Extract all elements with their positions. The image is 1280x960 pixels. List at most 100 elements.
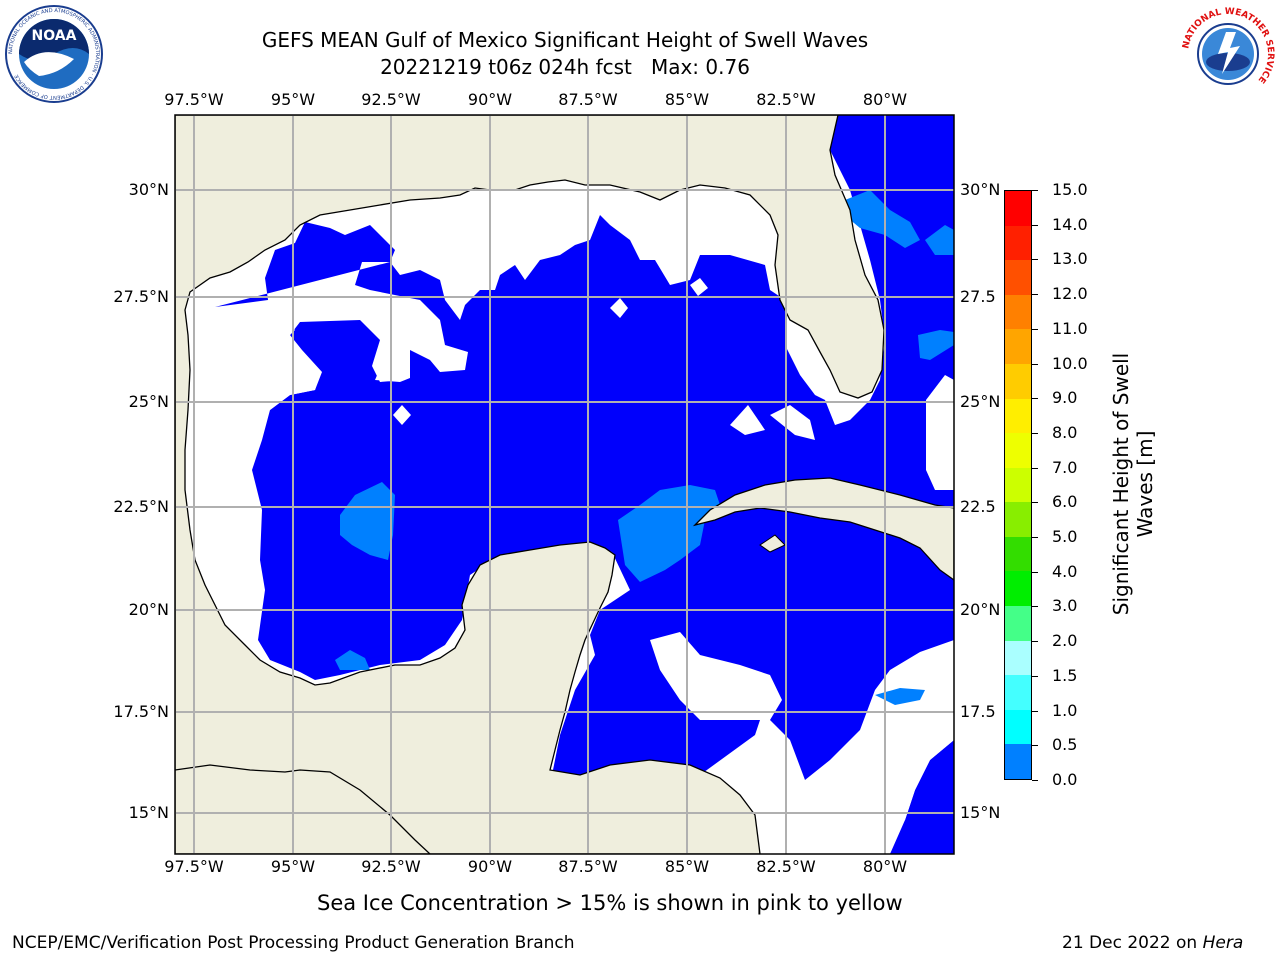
colorbar-segment	[1005, 606, 1031, 642]
colorbar-tick-label: 12.0	[1052, 284, 1088, 304]
colorbar-tick-mark	[1032, 432, 1038, 434]
colorbar-axis-label: Significant Height of Swell Waves [m]	[1109, 352, 1157, 616]
colorbar-tick-label: 1.5	[1052, 665, 1078, 685]
colorbar-tick-label: 2.0	[1052, 631, 1078, 651]
colorbar-tick-label: 0.5	[1052, 735, 1078, 755]
colorbar-tick-mark	[1032, 710, 1038, 712]
colorbar-tick-mark	[1032, 328, 1038, 330]
lon-tick-bottom: 82.5°W	[756, 857, 816, 876]
colorbar-tick-mark	[1032, 294, 1038, 296]
colorbar-tick-label: 0.0	[1052, 770, 1078, 789]
lon-tick-top: 80°W	[862, 90, 908, 109]
lat-tick-left: 30°N	[128, 180, 169, 199]
colorbar-segment	[1005, 398, 1031, 434]
lon-tick-bottom: 85°W	[664, 857, 710, 876]
colorbar-segment	[1005, 640, 1031, 676]
colorbar-tick-label: 5.0	[1052, 527, 1078, 547]
colorbar-segment	[1005, 329, 1031, 365]
lat-tick-left: 25°N	[128, 392, 169, 411]
colorbar-tick-label: 7.0	[1052, 457, 1078, 477]
lat-tick-left: 27.5°N	[113, 287, 169, 306]
lat-tick-right: 27.5	[960, 287, 996, 306]
graticule	[175, 115, 954, 854]
colorbar-segment	[1005, 536, 1031, 572]
colorbar-segment	[1005, 744, 1031, 780]
lon-tick-top: 85°W	[664, 90, 710, 109]
swell-field-low	[175, 115, 954, 854]
colorbar-tick-mark	[1032, 641, 1038, 643]
footer-machine: Hera	[1202, 933, 1244, 953]
lat-tick-right: 30°N	[960, 180, 1001, 199]
lon-tick-top: 95°W	[270, 90, 316, 109]
lon-tick-top: 82.5°W	[756, 90, 816, 109]
lon-tick-top: 92.5°W	[361, 90, 421, 109]
colorbar-tick-mark	[1032, 398, 1038, 400]
chart-title: GEFS MEAN Gulf of Mexico Significant Hei…	[261, 28, 869, 52]
colorbar-tick-mark	[1032, 571, 1038, 573]
nws-logo: NATIONAL WEATHER SERVICE	[1180, 6, 1276, 102]
lon-tick-top: 97.5°W	[164, 90, 224, 109]
lat-tick-left: 15°N	[128, 803, 169, 822]
lon-tick-bottom: 92.5°W	[361, 857, 421, 876]
map-frame	[174, 114, 955, 855]
colorbar-tick-label: 4.0	[1052, 561, 1078, 581]
lat-tick-left: 20°N	[128, 600, 169, 619]
lon-tick-top: 90°W	[467, 90, 513, 109]
colorbar-tick-mark	[1032, 363, 1038, 365]
land-central-america	[175, 764, 431, 854]
lon-tick-bottom: 87.5°W	[558, 857, 618, 876]
colorbar-segment	[1005, 675, 1031, 711]
chart-subtitle: 20221219 t06z 024h fcst Max: 0.76	[380, 55, 750, 79]
lon-tick-bottom: 95°W	[270, 857, 316, 876]
colorbar-tick-mark	[1032, 190, 1038, 191]
colorbar-tick-label: 8.0	[1052, 422, 1078, 442]
colorbar-tick-label: 11.0	[1052, 318, 1088, 338]
colorbar-segment	[1005, 709, 1031, 745]
colorbar-segment	[1005, 571, 1031, 607]
colorbar-tick-mark	[1032, 606, 1038, 608]
lat-tick-right: 22.5	[960, 497, 996, 516]
colorbar-tick-label: 15.0	[1052, 180, 1088, 199]
swell-field-mid	[340, 482, 395, 560]
colorbar-segment	[1005, 191, 1031, 227]
lon-tick-bottom: 90°W	[467, 857, 513, 876]
noaa-logo: NATIONAL OCEANIC AND ATMOSPHERIC ADMINIS…	[5, 5, 103, 103]
colorbar-segment	[1005, 363, 1031, 400]
colorbar-tick-label: 14.0	[1052, 214, 1088, 234]
lat-tick-right: 15°N	[960, 803, 1001, 822]
lat-tick-left: 17.5°N	[113, 702, 169, 721]
lat-tick-right: 25°N	[960, 392, 1001, 411]
colorbar	[1004, 190, 1032, 780]
colorbar-segment	[1005, 433, 1031, 469]
colorbar-segment	[1005, 225, 1031, 261]
svg-text:NOAA: NOAA	[32, 28, 77, 44]
colorbar-tick-mark	[1032, 675, 1038, 677]
colorbar-tick-label: 10.0	[1052, 353, 1088, 373]
colorbar-segment	[1005, 260, 1031, 296]
lat-tick-right: 20°N	[960, 600, 1001, 619]
colorbar-tick-mark	[1032, 780, 1038, 781]
colorbar-tick-label: 6.0	[1052, 492, 1078, 512]
footer-credit: NCEP/EMC/Verification Post Processing Pr…	[12, 933, 575, 953]
lat-tick-right: 17.5	[960, 702, 996, 721]
colorbar-tick-label: 13.0	[1052, 249, 1088, 269]
land-cuba	[692, 477, 954, 581]
colorbar-segment	[1005, 502, 1031, 538]
colorbar-tick-mark	[1032, 224, 1038, 226]
colorbar-tick-label: 9.0	[1052, 388, 1078, 408]
colorbar-segment	[1005, 294, 1031, 330]
sea-ice-note: Sea Ice Concentration > 15% is shown in …	[317, 891, 903, 915]
colorbar-tick-label: 3.0	[1052, 596, 1078, 616]
lon-tick-top: 87.5°W	[558, 90, 618, 109]
colorbar-tick-mark	[1032, 537, 1038, 539]
lat-tick-left: 22.5°N	[113, 497, 169, 516]
colorbar-segment	[1005, 467, 1031, 503]
colorbar-tick-mark	[1032, 259, 1038, 261]
lon-tick-bottom: 80°W	[862, 857, 908, 876]
lon-tick-bottom: 97.5°W	[164, 857, 224, 876]
footer-date: 21 Dec 2022 on Hera	[1062, 933, 1244, 953]
colorbar-tick-mark	[1032, 745, 1038, 747]
colorbar-tick-mark	[1032, 467, 1038, 469]
colorbar-tick-mark	[1032, 502, 1038, 504]
